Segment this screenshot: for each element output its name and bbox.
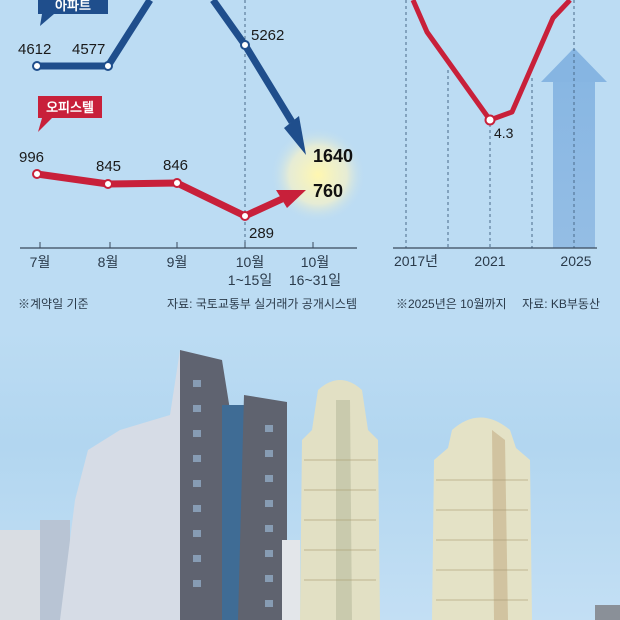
x-label-7: 7월 [30, 254, 51, 270]
officetel-point [172, 178, 182, 188]
officetel-arrowhead [276, 190, 306, 208]
apt-point [240, 40, 250, 50]
x-label-9: 9월 [167, 254, 188, 270]
glass-tower-right [432, 417, 532, 620]
right-chart: 4.3 2017년 2021 2025 ※2025년은 10월까지 자료: KB… [393, 0, 607, 311]
left-chart: 아파트 4612 4577 5262 1640 오피스텔 [18, 0, 366, 311]
off-value-7: 996 [19, 149, 44, 166]
off-value-8: 845 [96, 158, 121, 175]
right-series-line [410, 0, 572, 123]
apartment-windows [193, 380, 273, 607]
right-x-label-2021: 2021 [474, 253, 505, 269]
charts-svg: 아파트 4612 4577 5262 1640 오피스텔 [18, 0, 607, 311]
officetel-label: 오피스텔 [46, 100, 94, 115]
chart-area: 아파트 4612 4577 5262 1640 오피스텔 [18, 0, 607, 311]
right-chart-note: ※2025년은 10월까지 [396, 297, 507, 311]
left-chart-note: ※계약일 기준 [18, 296, 89, 311]
x-sublabel-10a: 1~15일 [228, 272, 272, 288]
officetel-point [32, 169, 42, 179]
right-chart-source: 자료: KB부동산 [522, 297, 600, 311]
tower-floor-lines [304, 459, 528, 601]
x-label-10b: 10월 [301, 254, 329, 270]
buildings-photo [0, 330, 620, 620]
officetel-legend-callout: 오피스텔 [38, 96, 102, 132]
apt-value-7: 4612 [18, 41, 51, 58]
highlight-glow [270, 127, 366, 223]
apt-value-8: 4577 [72, 41, 105, 58]
apartment-tower-right-face [238, 395, 287, 620]
apt-arrowhead [284, 116, 306, 155]
right-x-label-2017: 2017년 [394, 253, 438, 269]
min-value-label: 4.3 [494, 125, 514, 141]
off-value-10b: 760 [313, 181, 343, 201]
apt-label: 아파트 [55, 0, 91, 13]
apartment-tower-glass [222, 405, 244, 620]
officetel-point [240, 211, 250, 221]
background-building [282, 540, 300, 620]
min-point [484, 114, 496, 126]
apt-point [103, 61, 113, 71]
right-x-label-2025: 2025 [560, 253, 591, 269]
apt-line-segment-2 [210, 0, 295, 124]
x-sublabel-10b: 16~31일 [289, 272, 341, 288]
background-building [595, 605, 620, 620]
apt-value-10b: 1640 [313, 146, 353, 166]
officetel-point [103, 179, 113, 189]
off-value-10a: 289 [249, 225, 274, 242]
apartment-tower-dark-face [180, 350, 230, 620]
apt-legend-callout: 아파트 [38, 0, 108, 26]
x-label-8: 8월 [98, 254, 119, 270]
buildings-illustration [0, 350, 620, 620]
uptrend-arrowhead [541, 48, 607, 82]
left-chart-source: 자료: 국토교통부 실거래가 공개시스템 [167, 297, 357, 311]
apt-value-10a: 5262 [251, 27, 284, 44]
off-value-9: 846 [163, 157, 188, 174]
x-label-10a: 10월 [236, 254, 264, 270]
apt-point [32, 61, 42, 71]
